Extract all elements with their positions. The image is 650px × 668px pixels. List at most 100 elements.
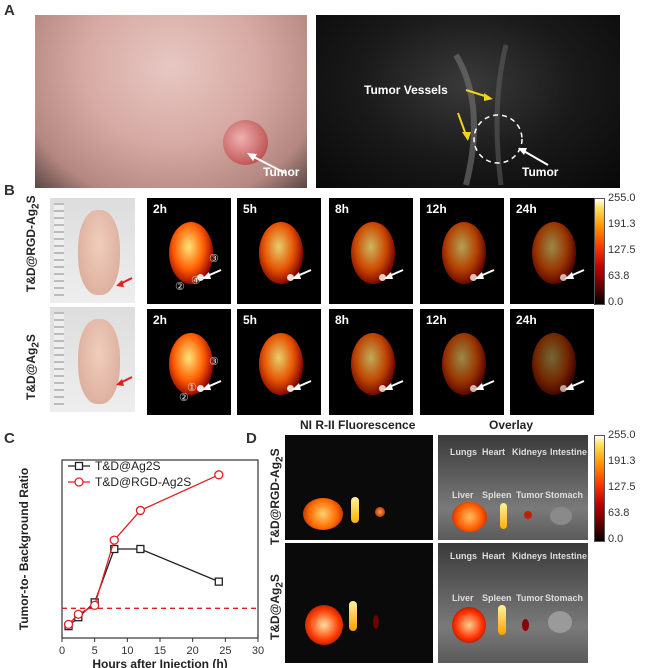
tumor-signal xyxy=(287,274,294,281)
organ-label: Liver xyxy=(452,593,474,603)
tumor-arrow xyxy=(202,269,222,279)
body-signal xyxy=(532,222,576,284)
tumor-bump xyxy=(223,120,268,165)
body-signal xyxy=(351,222,395,284)
organ-label: Heart xyxy=(482,447,506,457)
data-point xyxy=(110,544,119,554)
nir-vessel-image: Tumor Vessels Tumor xyxy=(316,15,620,188)
col-header-fluorescence: NI R-II Fluorescence xyxy=(300,418,416,432)
organ-label: Intestine xyxy=(550,551,588,561)
body-signal xyxy=(442,222,486,284)
panel-letter-d: D xyxy=(246,430,257,447)
vessel-annotations xyxy=(453,44,549,186)
data-point xyxy=(73,609,83,619)
organ-label: Lungs xyxy=(450,551,477,561)
organ-label: Heart xyxy=(482,551,506,561)
data-point xyxy=(136,544,145,554)
series-line xyxy=(68,548,220,627)
red-arrow xyxy=(116,277,133,287)
y-axis-label: Tumor-to- Background Ratio xyxy=(17,468,31,630)
colorbar-d-tick: 0.0 xyxy=(608,533,624,545)
x-tick-label: 25 xyxy=(219,645,231,657)
data-point xyxy=(214,577,223,586)
organ-label: Stomach xyxy=(545,490,584,500)
liver-overlay xyxy=(452,607,486,643)
fluorescence-rgd xyxy=(285,435,433,540)
data-point xyxy=(90,600,100,611)
time-label: 2h xyxy=(153,313,168,327)
mouse-body xyxy=(78,319,120,404)
tumor-signal xyxy=(197,385,204,392)
body-signal xyxy=(169,222,213,284)
time-label: 2h xyxy=(153,202,168,216)
col-header-overlay: Overlay xyxy=(489,418,534,432)
time-label: 5h xyxy=(243,202,258,216)
spleen-overlay xyxy=(498,605,506,635)
x-tick-label: 20 xyxy=(187,645,199,657)
colorbar-d-tick: 127.5 xyxy=(608,481,636,493)
colorbar-b-tick: 127.5 xyxy=(608,244,636,256)
liver-signal xyxy=(305,605,343,645)
region-mark: ② xyxy=(179,392,189,404)
tumor-arrow xyxy=(475,380,495,390)
organ-label: Tumor xyxy=(516,490,544,500)
mouse-photo-rgd xyxy=(50,198,135,303)
overlay-ag2s: Lungs Heart Kidneys Intestine Liver Sple… xyxy=(438,543,588,663)
tumor-arrow xyxy=(384,380,404,390)
heatmap-ag2s-8h: 8h xyxy=(329,309,413,415)
colorbar-d-tick: 255.0 xyxy=(608,429,636,441)
body-signal xyxy=(259,333,303,395)
tumor-signal xyxy=(560,385,567,392)
x-axis-label: Hours after Injection (h) xyxy=(92,657,227,668)
heatmap-ag2s-2h: 2h ③ ② ① xyxy=(147,309,231,415)
data-point xyxy=(63,619,74,630)
organ-label: Liver xyxy=(452,490,474,500)
time-label: 8h xyxy=(335,313,350,327)
colorbar-b-tick: 255.0 xyxy=(608,192,636,204)
row-label-ag2s: T&D@Ag2S xyxy=(24,334,42,400)
tumor-arrow xyxy=(292,269,312,279)
tumor-signal xyxy=(470,274,477,281)
body-signal xyxy=(442,333,486,395)
colorbar-b-tick: 63.8 xyxy=(608,270,630,282)
tumor-signal xyxy=(287,385,294,392)
ruler xyxy=(54,312,64,407)
region-mark: ③ xyxy=(209,356,219,368)
data-point xyxy=(214,470,224,480)
colorbar-b xyxy=(594,198,605,305)
red-arrow xyxy=(116,376,133,386)
tumor-arrow xyxy=(565,380,585,390)
data-point xyxy=(109,535,119,545)
heatmap-ag2s-12h: 12h xyxy=(420,309,504,415)
tumor-arrow xyxy=(565,269,585,279)
tumor-signal xyxy=(470,385,477,392)
tumor-arrow xyxy=(202,380,222,390)
colorbar-d-tick: 63.8 xyxy=(608,507,630,519)
heatmap-rgd-5h: 5h xyxy=(237,198,321,304)
body-signal xyxy=(259,222,303,284)
tumor-signal xyxy=(379,274,386,281)
body-signal xyxy=(351,333,395,395)
colorbar-b-tick: 0.0 xyxy=(608,296,624,308)
spleen-signal xyxy=(349,601,357,631)
heatmap-rgd-2h: 2h ③ ② ④ xyxy=(147,198,231,304)
tumor-signal xyxy=(560,274,567,281)
tumor-vessels-label: Tumor Vessels xyxy=(364,83,448,97)
heatmap-rgd-12h: 12h xyxy=(420,198,504,304)
heatmap-ag2s-24h: 24h xyxy=(510,309,594,415)
overlay-rgd: Lungs Heart Kidneys Intestine Liver Sple… xyxy=(438,435,588,540)
colorbar-b-tick: 191.3 xyxy=(608,218,636,230)
tumor-arrow xyxy=(384,269,404,279)
tumor-label: Tumor xyxy=(263,165,300,179)
liver-overlay xyxy=(452,502,487,532)
stomach-overlay xyxy=(548,611,572,633)
tumor-signal xyxy=(197,274,204,281)
x-tick-label: 10 xyxy=(121,645,133,657)
colorbar-d-tick: 191.3 xyxy=(608,455,636,467)
tumor-signal xyxy=(373,615,379,629)
time-label: 12h xyxy=(426,202,447,216)
panel-letter-a: A xyxy=(4,2,15,19)
time-label: 12h xyxy=(426,313,447,327)
tumor-overlay xyxy=(524,511,532,519)
tumor-arrow xyxy=(475,269,495,279)
